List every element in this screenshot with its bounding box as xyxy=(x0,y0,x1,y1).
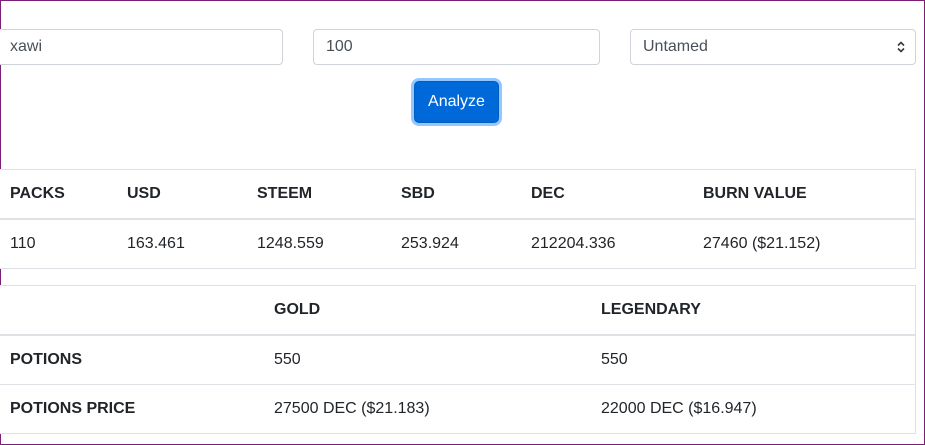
table-row: 110 163.461 1248.559 253.924 212204.336 … xyxy=(0,220,915,269)
potions-header-row: GOLD LEGENDARY xyxy=(0,286,915,336)
potions-price-label: POTIONS PRICE xyxy=(10,400,136,417)
usd-value: 163.461 xyxy=(127,235,185,252)
burn-value: 27460 ($21.152) xyxy=(703,235,821,252)
table-row: POTIONS PRICE 27500 DEC ($21.183) 22000 … xyxy=(0,384,915,434)
username-value: xawi xyxy=(10,38,43,55)
header-steem: STEEM xyxy=(257,185,313,202)
potions-label: POTIONS xyxy=(10,351,83,368)
gold-potions-value: 550 xyxy=(274,351,301,368)
header-packs: PACKS xyxy=(10,185,65,202)
potions-table: GOLD LEGENDARY POTIONS 550 550 POTIONS P… xyxy=(0,285,916,434)
pack-count-input[interactable]: 100 xyxy=(313,29,600,65)
header-usd: USD xyxy=(127,185,161,202)
legendary-potions-price-value: 22000 DEC ($16.947) xyxy=(601,400,757,417)
table-row: POTIONS 550 550 xyxy=(0,336,915,385)
pack-count-value: 100 xyxy=(326,38,353,55)
header-legendary: LEGENDARY xyxy=(601,301,701,318)
packs-value: 110 xyxy=(10,235,36,252)
username-input[interactable]: xawi xyxy=(0,29,283,65)
select-arrows-icon xyxy=(897,41,905,53)
header-sbd: SBD xyxy=(401,185,435,202)
header-burn-value: BURN VALUE xyxy=(703,185,807,202)
edition-select[interactable]: Untamed xyxy=(630,29,916,65)
analyze-button[interactable]: Analyze xyxy=(414,81,499,123)
legendary-potions-value: 550 xyxy=(601,351,628,368)
gold-potions-price-value: 27500 DEC ($21.183) xyxy=(274,400,430,417)
dec-value: 212204.336 xyxy=(531,235,616,252)
summary-header-row: PACKS USD STEEM SBD DEC BURN VALUE xyxy=(0,170,915,220)
header-gold: GOLD xyxy=(274,301,321,318)
summary-table: PACKS USD STEEM SBD DEC BURN VALUE 110 1… xyxy=(0,169,916,269)
steem-value: 1248.559 xyxy=(257,235,324,252)
header-dec: DEC xyxy=(531,185,565,202)
edition-selected-value: Untamed xyxy=(643,38,708,55)
sbd-value: 253.924 xyxy=(401,235,459,252)
